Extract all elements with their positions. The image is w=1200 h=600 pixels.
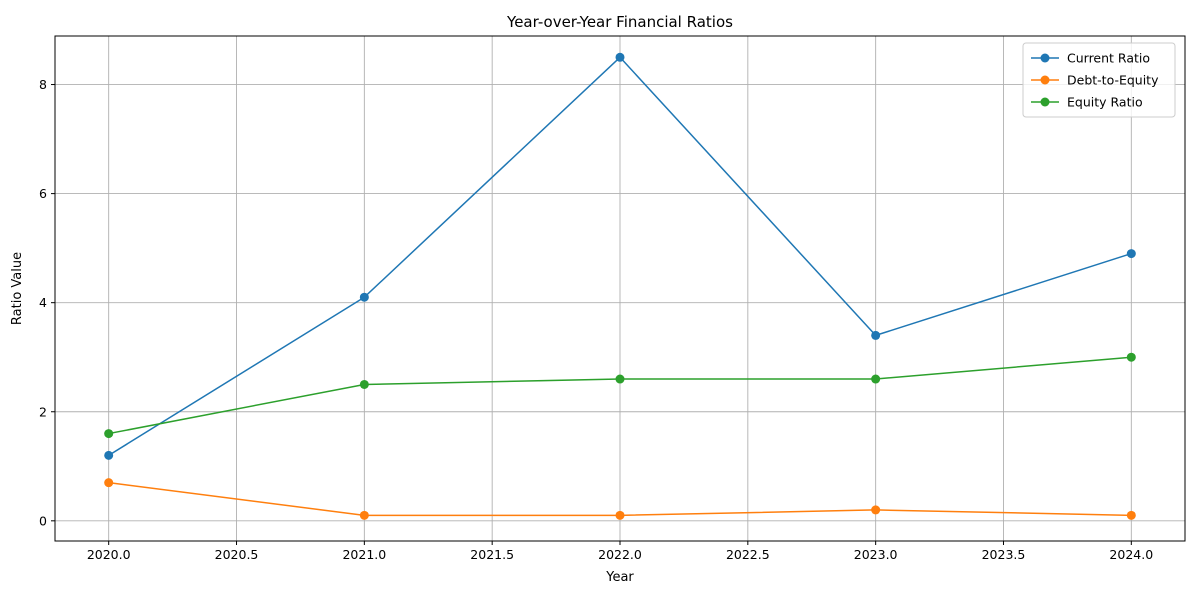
x-tick-label: 2021.5 (470, 547, 514, 562)
legend-swatch-marker (1040, 53, 1050, 63)
x-tick-label: 2023.5 (982, 547, 1026, 562)
x-tick-label: 2022.0 (598, 547, 642, 562)
x-tick-label: 2022.5 (726, 547, 770, 562)
data-point (615, 510, 625, 520)
y-axis-label: Ratio Value (10, 252, 25, 325)
data-point (359, 292, 369, 302)
y-axis-ticks: 0 2 4 6 8 (39, 77, 55, 528)
y-tick-label: 4 (39, 295, 47, 310)
series-1 (104, 52, 1136, 460)
y-tick-label: 0 (39, 513, 47, 528)
y-tick-label: 8 (39, 77, 47, 92)
chart-title: Year-over-Year Financial Ratios (506, 13, 733, 31)
series-3 (104, 352, 1136, 439)
legend-label: Equity Ratio (1067, 95, 1143, 110)
legend-item: Current Ratio (1031, 51, 1150, 66)
x-tick-label: 2024.0 (1109, 547, 1153, 562)
series-2 (104, 478, 1136, 520)
x-tick-label: 2020.5 (215, 547, 259, 562)
data-point (615, 52, 625, 62)
data-point (1126, 510, 1136, 520)
data-point (1126, 352, 1136, 362)
x-tick-label: 2023.0 (854, 547, 898, 562)
data-series (104, 52, 1136, 520)
legend-item: Debt-to-Equity (1031, 73, 1159, 88)
x-tick-label: 2021.0 (342, 547, 386, 562)
legend-item: Equity Ratio (1031, 95, 1143, 110)
data-point (104, 478, 114, 488)
data-point (359, 379, 369, 389)
data-point (104, 429, 114, 439)
x-tick-label: 2020.0 (87, 547, 131, 562)
legend-swatch-marker (1040, 97, 1050, 107)
legend-swatch-marker (1040, 75, 1050, 85)
x-axis-ticks: 2020.0 2020.5 2021.0 2021.5 2022.0 2022.5 2023… (87, 541, 1153, 562)
data-point (871, 330, 881, 340)
grid-lines (55, 36, 1185, 541)
legend-box (1022, 42, 1176, 118)
data-point (871, 505, 881, 515)
data-point (871, 374, 881, 384)
data-point (104, 450, 114, 460)
data-point (1126, 249, 1136, 259)
legend-label: Current Ratio (1067, 51, 1150, 66)
data-point (359, 510, 369, 520)
y-tick-label: 2 (39, 404, 47, 419)
x-axis-label: Year (605, 570, 634, 585)
y-tick-label: 6 (39, 186, 47, 201)
legend-label: Debt-to-Equity (1067, 73, 1159, 88)
data-point (615, 374, 625, 384)
legend: Current Ratio Debt-to-Equity Equity Ratio (1022, 42, 1176, 118)
